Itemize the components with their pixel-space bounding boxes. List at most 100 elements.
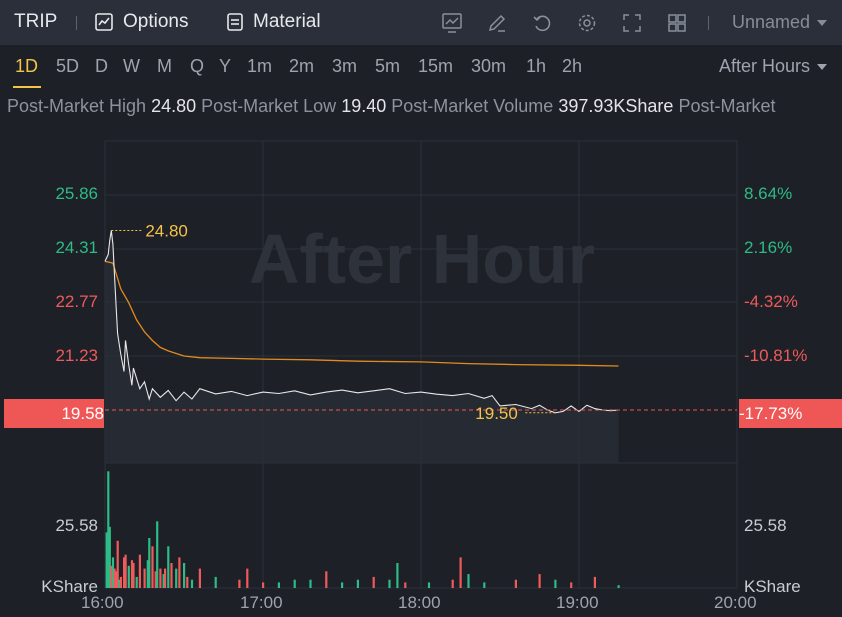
period-q[interactable]: Q	[190, 56, 205, 76]
session-dropdown[interactable]: After Hours	[719, 56, 828, 77]
change-tick-right: 2.16%	[744, 238, 793, 257]
post-market-trailing-label: Post-Market	[678, 96, 776, 116]
price-tick-left: 22.77	[55, 292, 98, 311]
price-tick-left: 25.86	[55, 184, 98, 203]
volume-bar	[162, 574, 165, 588]
volume-bar	[159, 568, 162, 588]
volume-bar	[132, 563, 135, 588]
period-5m[interactable]: 5m	[375, 56, 401, 76]
volume-bar	[593, 576, 596, 588]
volume-bar	[143, 568, 146, 588]
volume-bar	[113, 568, 116, 588]
volume-bar	[570, 582, 573, 588]
time-tick: 17:00	[240, 593, 283, 612]
current-change-tag: -17.73%	[739, 399, 842, 428]
layout-name: Unnamed	[731, 12, 810, 32]
active-period-underline	[13, 86, 41, 88]
chart-indicator-icon[interactable]	[441, 12, 463, 34]
chart-grid	[104, 140, 738, 589]
volume-bar	[119, 576, 122, 588]
volume-bar	[467, 574, 470, 588]
volume-bar	[148, 538, 151, 588]
volume-bar	[277, 582, 280, 588]
volume-tick-left: 25.58	[55, 516, 98, 535]
volume-bar	[111, 557, 115, 588]
price-tick-left: 24.31	[55, 238, 98, 257]
post-market-stats: Post-Market High 24.80 Post-Market Low 1…	[7, 96, 775, 117]
material-label: Material	[253, 11, 321, 32]
fullscreen-icon[interactable]	[621, 12, 643, 34]
symbol-title[interactable]: TRIP	[14, 11, 58, 32]
post-market-low-value: 19.40	[341, 96, 387, 116]
volume-bar	[156, 521, 159, 588]
period-5d[interactable]: 5D	[56, 56, 80, 76]
low-marker-label: 19.50	[475, 404, 518, 423]
volume-bar	[293, 579, 296, 588]
volume-bar	[170, 563, 173, 588]
time-tick: 20:00	[714, 593, 757, 612]
post-market-low-label: Post-Market Low	[201, 96, 337, 116]
volume-bar	[325, 571, 328, 588]
chevron-down-icon	[817, 63, 827, 70]
material-button[interactable]: Material	[226, 11, 321, 33]
period-m[interactable]: M	[157, 56, 172, 76]
volume-bar	[130, 560, 134, 588]
top-toolbar: TRIP Options Material	[0, 0, 842, 45]
period-2h[interactable]: 2h	[562, 56, 583, 76]
volume-bar	[164, 568, 167, 588]
draw-pencil-icon[interactable]	[486, 12, 508, 34]
settings-gear-icon[interactable]	[576, 12, 598, 34]
volume-bar	[514, 579, 517, 588]
period-1h[interactable]: 1h	[526, 56, 547, 76]
price-line	[104, 230, 619, 414]
change-tick-right: -10.81%	[744, 346, 808, 365]
volume-bar	[116, 540, 119, 588]
post-market-volume-label: Post-Market Volume	[391, 96, 554, 116]
volume-bar	[538, 574, 541, 588]
volume-bar	[483, 582, 486, 588]
period-d[interactable]: D	[95, 56, 108, 76]
current-price-tag: 19.58	[4, 399, 104, 428]
volume-bar	[123, 557, 126, 588]
volume-bar	[388, 579, 391, 588]
volume-bar	[617, 585, 620, 588]
period-y[interactable]: Y	[219, 56, 232, 76]
volume-bar	[214, 576, 217, 588]
volume-bars	[105, 471, 620, 588]
volume-bar	[108, 526, 111, 588]
volume-bar	[198, 568, 201, 588]
volume-bar	[554, 579, 557, 588]
volume-bar	[404, 582, 407, 588]
volume-bar	[262, 582, 265, 588]
post-market-volume-value: 397.93KShare	[558, 96, 674, 116]
period-15m[interactable]: 15m	[418, 56, 454, 76]
volume-bar	[175, 568, 178, 588]
material-icon	[227, 13, 243, 31]
period-1d[interactable]: 1D	[15, 56, 39, 76]
period-30m[interactable]: 30m	[471, 56, 507, 76]
price-area-fill	[105, 230, 619, 463]
options-button[interactable]: Options	[94, 11, 188, 33]
volume-bar	[178, 557, 181, 588]
volume-bar	[396, 563, 399, 588]
grid-layout-icon[interactable]	[666, 12, 688, 34]
volume-bar	[356, 579, 359, 588]
period-3m[interactable]: 3m	[332, 56, 358, 76]
period-w[interactable]: W	[123, 56, 140, 76]
volume-bar	[118, 579, 121, 588]
volume-bar	[105, 532, 108, 588]
volume-bar	[183, 563, 186, 588]
layout-dropdown[interactable]: Unnamed	[732, 12, 828, 33]
high-marker-label: 24.80	[145, 221, 188, 240]
period-bar: 1D 5D D W M Q Y 1m 2m 3m 5m 15m 30m 1h 2…	[0, 45, 842, 91]
volume-bar	[135, 576, 138, 588]
reset-icon[interactable]	[531, 12, 553, 34]
average-price-line	[104, 260, 619, 367]
period-2m[interactable]: 2m	[289, 56, 315, 76]
volume-bar	[107, 471, 110, 588]
change-tick-right: 8.64%	[744, 184, 793, 203]
volume-bar	[115, 571, 118, 588]
period-1m[interactable]: 1m	[247, 56, 273, 76]
time-tick: 18:00	[398, 593, 441, 612]
